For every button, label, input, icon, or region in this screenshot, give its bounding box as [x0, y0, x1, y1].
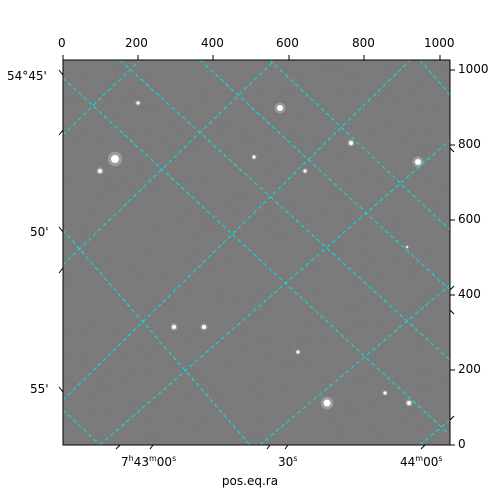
tick-mark: [149, 444, 154, 450]
star: [407, 401, 411, 405]
star: [303, 169, 307, 173]
grid-line: [63, 60, 141, 136]
right-tick-label-400: 400: [458, 287, 481, 301]
star: [202, 325, 206, 329]
grid-line: [119, 60, 450, 361]
grid-line: [419, 60, 450, 96]
tick-mark: [449, 309, 455, 315]
tick-mark: [58, 386, 64, 393]
star: [383, 391, 387, 395]
grid-line: [99, 139, 450, 445]
ra-label-44m00s: 44m00s: [400, 454, 443, 469]
grid-line: [199, 60, 450, 291]
star: [415, 159, 421, 165]
right-tick-label-800: 800: [458, 137, 481, 151]
star-field: [96, 100, 424, 410]
grid-line: [63, 60, 411, 401]
ra-label-30s: 30s: [278, 454, 298, 469]
top-tick-label-0: 0: [58, 36, 66, 50]
star: [252, 155, 256, 159]
tick-mark: [284, 444, 289, 450]
sky-image-noise: [63, 60, 450, 445]
tick-mark: [58, 226, 64, 233]
star: [349, 141, 353, 145]
tick-mark: [58, 69, 64, 76]
top-tick-label-400: 400: [201, 36, 224, 50]
right-tick-label-600: 600: [458, 212, 481, 226]
grid-line: [63, 77, 450, 436]
star: [136, 101, 140, 105]
right-tick-label-1000: 1000: [458, 62, 489, 76]
grid-line: [63, 60, 276, 266]
axis-ticks: [58, 55, 455, 450]
ra-label-7h43m00s: 7h43m00s: [121, 454, 177, 469]
tick-mark: [449, 147, 455, 153]
top-tick-label-200: 200: [125, 36, 148, 50]
star: [296, 350, 300, 354]
x-axis-title: pos.eq.ra: [221, 474, 279, 488]
grid-line: [269, 60, 450, 231]
star: [98, 169, 102, 173]
tick-mark: [58, 129, 64, 136]
top-tick-label-1000: 1000: [424, 36, 455, 50]
star: [111, 155, 119, 163]
dec-label-54-45: 54°45': [7, 69, 47, 83]
tick-mark: [449, 285, 455, 291]
grid-line: [259, 284, 450, 445]
grid-line: [63, 409, 101, 445]
tick-mark: [420, 444, 426, 450]
wcs-grid: [63, 60, 450, 445]
tick-mark: [58, 267, 64, 274]
star: [172, 325, 176, 329]
tick-mark: [266, 444, 271, 450]
right-tick-label-200: 200: [458, 362, 481, 376]
grid-line: [63, 229, 251, 445]
plot-frame: [62, 59, 451, 446]
right-tick-label-0: 0: [458, 437, 466, 451]
star: [323, 399, 331, 407]
star: [406, 246, 408, 248]
tick-mark: [115, 444, 121, 450]
star: [277, 105, 283, 111]
dec-label-50: 50': [30, 225, 49, 239]
top-tick-label-600: 600: [276, 36, 299, 50]
tick-mark: [449, 415, 455, 421]
dec-label-55: 55': [30, 382, 49, 396]
top-tick-label-800: 800: [352, 36, 375, 50]
